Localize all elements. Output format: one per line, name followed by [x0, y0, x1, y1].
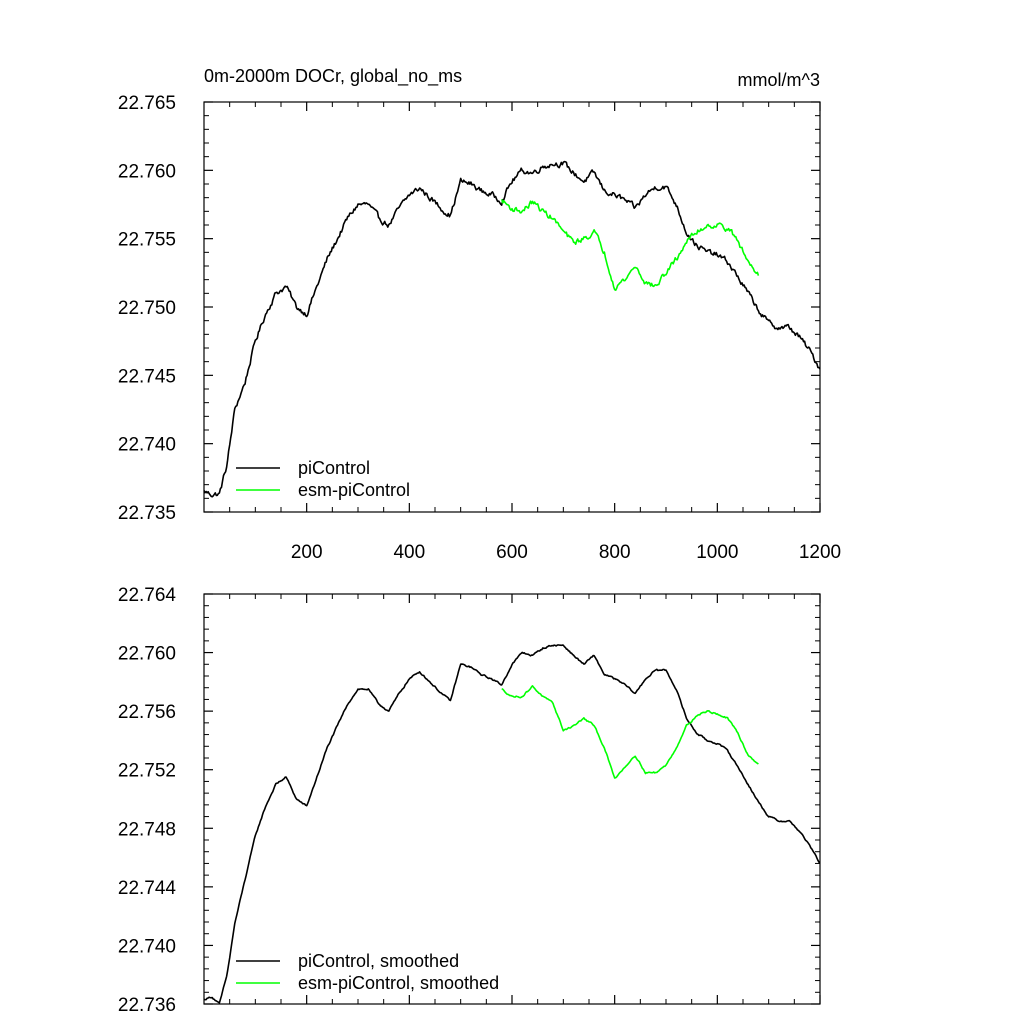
- legend-entry: esm-piControl, smoothed: [298, 973, 499, 993]
- legend-entry: esm-piControl: [298, 480, 410, 500]
- y-tick-label: 22.752: [118, 761, 176, 782]
- y-tick-label: 22.744: [118, 878, 177, 899]
- y-tick-label: 22.765: [118, 93, 176, 114]
- y-tick-label: 22.740: [118, 936, 176, 957]
- y-tick-label: 22.760: [118, 161, 176, 182]
- x-tick-label: 600: [496, 542, 528, 563]
- x-tick-label: 400: [393, 542, 425, 563]
- series-line-picontrol: [203, 160, 821, 498]
- series-line-picontrol-smoothed: [203, 644, 821, 1004]
- y-tick-label: 22.735: [118, 503, 176, 524]
- legend-entry: piControl, smoothed: [298, 951, 459, 971]
- y-tick-label: 22.736: [118, 995, 176, 1016]
- series-line-esm-picontrol: [500, 199, 760, 292]
- x-tick-label: 200: [291, 542, 323, 563]
- x-tick-label: 1000: [696, 542, 738, 563]
- y-tick-label: 22.750: [118, 298, 176, 319]
- y-tick-label: 22.764: [118, 585, 177, 606]
- y-tick-label: 22.755: [118, 230, 176, 251]
- y-tick-label: 22.748: [118, 819, 176, 840]
- legend-entry: piControl: [298, 458, 370, 478]
- top-panel: 22.735 22.740 22.745 22.750 22.755 22.760 22.7…: [118, 93, 841, 563]
- units-label: mmol/m^3: [738, 70, 820, 90]
- y-tick-label: 22.760: [118, 644, 176, 665]
- bottom-panel: 22.736 22.740 22.744 22.748 22.752 22.756 22.7…: [118, 585, 821, 1016]
- y-tick-label: 22.745: [118, 366, 176, 387]
- x-tick-label: 800: [599, 542, 631, 563]
- chart-title: 0m-2000m DOCr, global_no_ms: [204, 66, 462, 87]
- series-line-esm-picontrol-smoothed: [501, 684, 759, 779]
- y-tick-label: 22.740: [118, 435, 176, 456]
- y-tick-label: 22.756: [118, 702, 176, 723]
- x-tick-label: 1200: [799, 542, 841, 563]
